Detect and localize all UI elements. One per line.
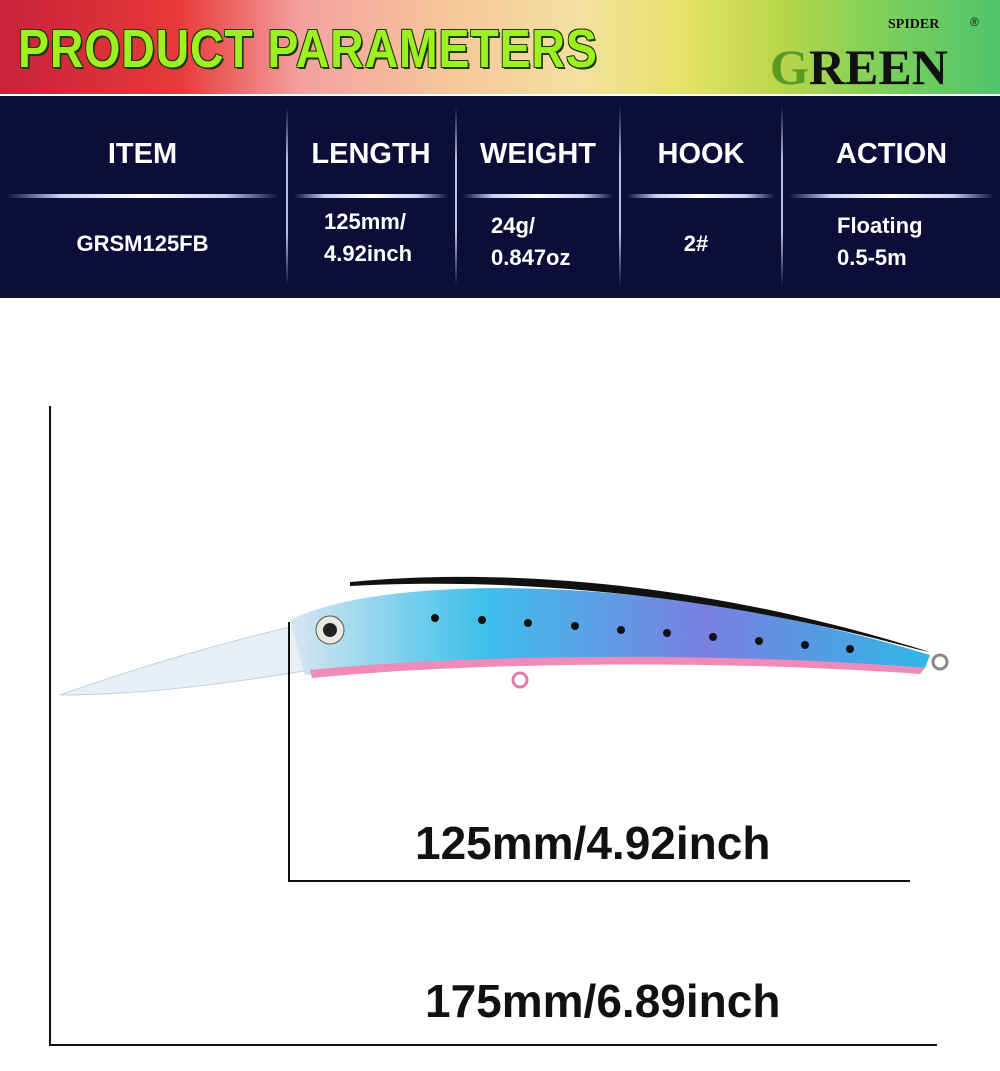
body-length-vertical-line bbox=[288, 622, 290, 882]
header-weight: WEIGHT bbox=[480, 138, 596, 170]
total-length-baseline bbox=[49, 1044, 937, 1046]
banner: PRODUCT PARAMETERS SPIDER ® GREEN bbox=[0, 0, 1000, 94]
body-length-baseline bbox=[288, 880, 910, 882]
value-item: GRSM125FB bbox=[76, 231, 209, 256]
divider bbox=[463, 194, 613, 198]
fishing-lure-image bbox=[59, 576, 949, 696]
column-item: ITEM GRSM125FB bbox=[0, 96, 285, 298]
value-hook: 2# bbox=[683, 231, 709, 256]
column-weight: WEIGHT 24g/0.847oz bbox=[457, 96, 619, 298]
column-hook: HOOK 2# bbox=[621, 96, 781, 298]
total-length-label: 175mm/6.89inch bbox=[425, 975, 781, 1027]
column-action: ACTION Floating 0.5-5m bbox=[783, 96, 1000, 298]
parameters-table: ITEM GRSM125FB LENGTH 125mm/4.92inch WEI… bbox=[0, 96, 1000, 298]
header-hook: HOOK bbox=[657, 138, 745, 170]
column-divider bbox=[619, 106, 621, 286]
column-divider bbox=[286, 106, 288, 286]
value-weight: 24g/0.847oz bbox=[491, 213, 571, 270]
column-length: LENGTH 125mm/4.92inch bbox=[288, 96, 454, 298]
value-length: 125mm/4.92inch bbox=[324, 209, 413, 266]
column-divider bbox=[455, 106, 457, 286]
brand-logo: SPIDER ® GREEN bbox=[770, 15, 979, 90]
banner-title: PRODUCT PARAMETERS bbox=[18, 19, 598, 79]
divider bbox=[294, 194, 448, 198]
svg-text:SPIDER: SPIDER bbox=[888, 17, 940, 32]
divider bbox=[627, 194, 775, 198]
value-action: Floating 0.5-5m bbox=[837, 213, 923, 270]
total-length-vertical-line bbox=[49, 406, 51, 1046]
header-item: ITEM bbox=[107, 138, 178, 170]
svg-text:GREEN: GREEN bbox=[770, 39, 948, 90]
column-divider bbox=[781, 106, 783, 286]
divider bbox=[6, 194, 279, 198]
header-length: LENGTH bbox=[311, 138, 431, 170]
header-action: ACTION bbox=[835, 138, 948, 170]
svg-text:®: ® bbox=[970, 15, 979, 29]
body-length-label: 125mm/4.92inch bbox=[415, 817, 771, 869]
divider bbox=[789, 194, 994, 198]
